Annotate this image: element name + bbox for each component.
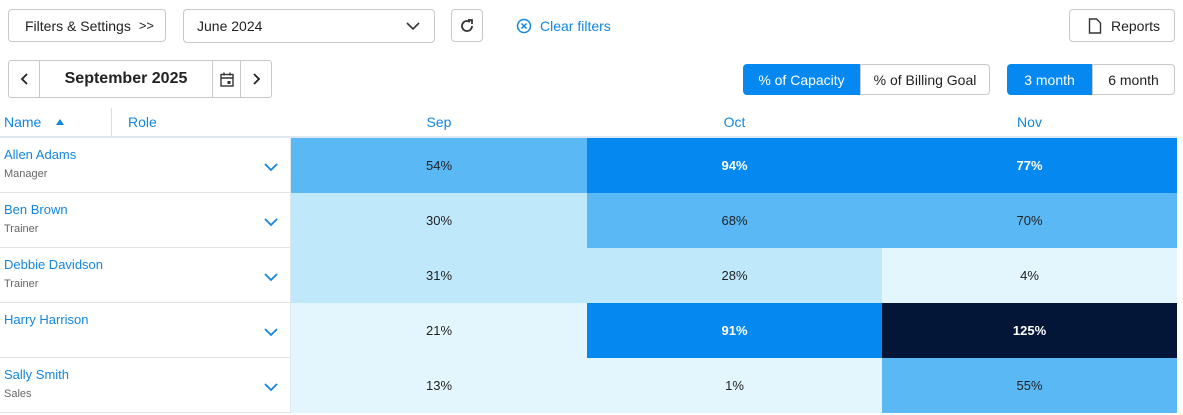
row-sep (0, 357, 291, 358)
metric-toggle: % of Capacity% of Billing Goal (743, 64, 990, 95)
next-button[interactable] (241, 61, 272, 97)
heat-cell: 125% (882, 303, 1177, 358)
chevron (264, 328, 278, 337)
heat-cell: 13% (291, 358, 587, 413)
heat-cell: 30% (291, 193, 587, 248)
chevron (264, 273, 278, 282)
icon (20, 73, 28, 85)
month-header: Nov (1017, 114, 1042, 130)
person-role: Trainer (4, 278, 39, 290)
heat-cell: 68% (587, 193, 882, 248)
heat-cell: 70% (882, 193, 1177, 248)
heat-cell: 28% (587, 248, 882, 303)
row-sep (0, 302, 291, 303)
left-border (290, 138, 291, 413)
person-name[interactable]: Debbie Davidson (4, 257, 104, 272)
expand-button[interactable] (264, 269, 280, 282)
heat-cell: 31% (291, 248, 587, 303)
divider (111, 108, 112, 136)
filters-button[interactable]: Filters & Settings >> (8, 9, 166, 42)
period-label: September 2025 (64, 70, 188, 87)
expand-button[interactable] (264, 324, 280, 337)
row-sep (0, 412, 291, 413)
person-name[interactable]: Ben Brown (4, 202, 68, 217)
icon (219, 72, 234, 87)
toggle-option[interactable]: 3 month (1007, 64, 1092, 95)
person-role: Trainer (4, 223, 39, 235)
chevron (264, 383, 278, 392)
heat-cell: 1% (587, 358, 882, 413)
month-header: Sep (426, 114, 452, 130)
icon: >> (138, 18, 155, 33)
icon (461, 18, 473, 32)
header-rule (0, 136, 1177, 138)
heat-cell: 54% (291, 138, 587, 193)
date-select[interactable]: June 2024 (183, 9, 435, 43)
toggle-option[interactable]: % of Billing Goal (860, 64, 990, 95)
heat-cell: 55% (882, 358, 1177, 413)
name-header[interactable]: Name (4, 114, 65, 130)
heat-cell: 91% (587, 303, 882, 358)
row-sep (0, 192, 291, 193)
heat-cell: 4% (882, 248, 1177, 303)
period-nav: September 2025 (8, 60, 272, 98)
toggle-option[interactable]: 6 month (1092, 64, 1175, 95)
refresh-button[interactable] (451, 9, 483, 42)
heat-cell: 94% (587, 138, 882, 193)
heat-cell: 77% (882, 138, 1177, 193)
person-name[interactable]: Harry Harrison (4, 312, 89, 327)
person-name[interactable]: Sally Smith (4, 367, 70, 382)
label: Clear filters (540, 18, 611, 34)
expand-button[interactable] (264, 379, 280, 392)
reports-button[interactable]: Reports (1069, 9, 1175, 42)
clear-filters[interactable]: Clear filters (516, 18, 611, 34)
chevron (264, 218, 278, 227)
range-toggle: 3 month 6 month (1007, 64, 1175, 95)
calendar-button[interactable] (212, 61, 241, 97)
toggle-option[interactable]: % of Capacity (743, 64, 860, 95)
person-role: Manager (4, 168, 48, 180)
expand-button[interactable] (264, 159, 280, 172)
sort-icon (56, 119, 65, 125)
prev-button[interactable] (9, 61, 40, 97)
heat-cell: 21% (291, 303, 587, 358)
icon (1088, 17, 1102, 34)
person-name[interactable]: Allen Adams (4, 147, 77, 162)
row-sep (0, 247, 291, 248)
chevron (264, 163, 278, 172)
label: Filters & Settings (25, 17, 131, 34)
label: June 2024 (197, 18, 263, 34)
icon (252, 73, 260, 85)
chevron (406, 22, 420, 31)
month-header: Oct (723, 114, 746, 130)
label: Reports (1111, 17, 1161, 34)
label: Name (4, 114, 42, 130)
expand-button[interactable] (264, 214, 280, 227)
role-header[interactable]: Role (128, 114, 157, 130)
person-role: Sales (4, 388, 32, 400)
icon (516, 18, 532, 34)
